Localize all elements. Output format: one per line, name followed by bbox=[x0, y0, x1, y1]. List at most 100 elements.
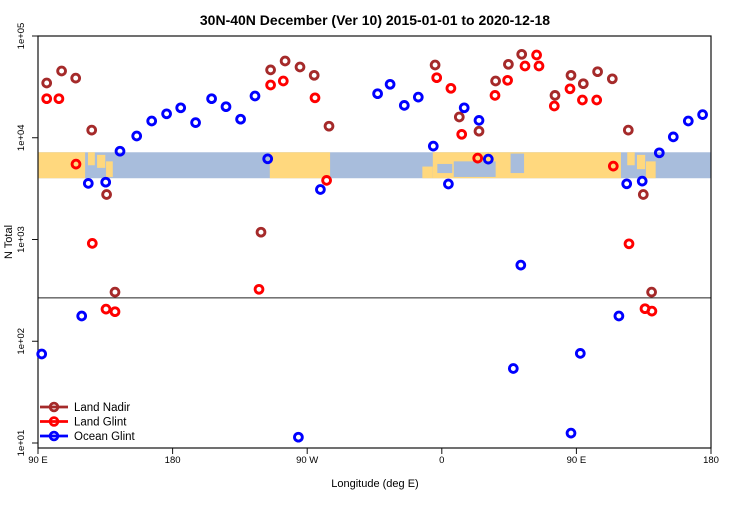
data-point-land-glint bbox=[109, 306, 121, 318]
data-point-land-glint bbox=[623, 238, 635, 250]
data-point-land-nadir bbox=[323, 120, 335, 132]
y-tick-label: 1e+05 bbox=[16, 23, 27, 50]
data-point-land-glint bbox=[277, 75, 289, 87]
data-point-ocean-glint bbox=[636, 175, 648, 187]
data-point-land-glint bbox=[86, 238, 98, 249]
data-point-land-glint bbox=[445, 82, 457, 94]
data-point-land-glint bbox=[472, 152, 484, 164]
data-point-ocean-glint bbox=[667, 131, 679, 143]
map-strip-land bbox=[645, 161, 656, 179]
data-point-ocean-glint bbox=[412, 91, 424, 103]
map-strip-land bbox=[422, 166, 433, 179]
map-strip-land bbox=[106, 161, 113, 177]
data-point-land-nadir bbox=[56, 65, 67, 77]
data-point-ocean-glint bbox=[682, 115, 694, 127]
data-point-ocean-glint bbox=[565, 427, 577, 439]
data-point-ocean-glint bbox=[82, 178, 94, 189]
data-point-land-glint bbox=[100, 303, 112, 315]
data-point-ocean-glint bbox=[473, 115, 485, 126]
data-point-ocean-glint bbox=[76, 310, 88, 322]
data-point-ocean-glint bbox=[443, 178, 454, 190]
x-tick-label: 180 bbox=[165, 455, 181, 466]
y-tick-label: 1e+03 bbox=[16, 226, 27, 253]
data-point-land-nadir bbox=[279, 55, 291, 67]
data-point-ocean-glint bbox=[482, 153, 494, 165]
data-point-land-nadir bbox=[294, 61, 306, 73]
x-tick-label: 0 bbox=[439, 455, 444, 466]
data-point-ocean-glint bbox=[507, 363, 519, 374]
data-point-land-glint bbox=[548, 100, 560, 112]
x-tick-label: 180 bbox=[703, 455, 719, 466]
data-point-land-glint bbox=[531, 49, 542, 61]
data-point-land-nadir bbox=[490, 75, 501, 87]
data-point-land-glint bbox=[533, 60, 545, 72]
data-point-ocean-glint bbox=[653, 147, 665, 159]
map-strip-land bbox=[87, 152, 95, 166]
data-point-ocean-glint bbox=[175, 102, 187, 114]
map-strip-sea-patch bbox=[453, 161, 496, 177]
x-tick-label: 90 E bbox=[567, 455, 587, 466]
data-point-ocean-glint bbox=[372, 88, 383, 100]
data-point-land-glint bbox=[489, 90, 501, 101]
data-point-land-glint bbox=[53, 93, 65, 105]
data-point-land-glint bbox=[607, 160, 619, 172]
data-point-land-nadir bbox=[429, 59, 441, 71]
data-point-land-glint bbox=[41, 93, 53, 105]
legend-label-1: Land Nadir bbox=[74, 402, 130, 414]
data-point-land-glint bbox=[321, 175, 332, 186]
legend-label-3: Ocean Glint bbox=[74, 431, 136, 443]
y-tick-label: 1e+01 bbox=[16, 430, 27, 457]
data-point-land-glint bbox=[309, 92, 321, 104]
data-point-ocean-glint bbox=[100, 176, 112, 188]
data-point-land-nadir bbox=[622, 124, 634, 136]
data-point-land-glint bbox=[431, 72, 443, 84]
data-point-land-glint bbox=[519, 60, 531, 72]
data-point-land-nadir bbox=[109, 286, 121, 298]
legend-marker-1 bbox=[48, 401, 60, 413]
data-point-ocean-glint bbox=[161, 108, 172, 120]
data-point-ocean-glint bbox=[146, 115, 158, 127]
data-point-ocean-glint bbox=[315, 184, 326, 195]
map-strip-sea-patch bbox=[437, 163, 453, 174]
data-point-land-nadir bbox=[549, 90, 561, 101]
map-strip-land bbox=[636, 154, 646, 170]
data-point-land-glint bbox=[265, 79, 276, 91]
data-point-land-glint bbox=[577, 94, 588, 106]
plot-area: 90 E 180 90 W 0 90 E 180 1e+05 1e+04 1e+03 1e+02 1… bbox=[16, 23, 719, 466]
data-point-land-glint bbox=[591, 94, 603, 106]
map-strip-land bbox=[97, 154, 106, 168]
data-point-land-nadir bbox=[565, 69, 577, 81]
map-strip-land bbox=[269, 152, 331, 179]
data-point-ocean-glint bbox=[262, 153, 274, 165]
data-point-ocean-glint bbox=[293, 431, 304, 443]
map-strip-land bbox=[627, 152, 635, 166]
y-tick-label: 1e+02 bbox=[16, 328, 27, 355]
data-point-land-nadir bbox=[86, 124, 98, 136]
data-point-land-nadir bbox=[265, 64, 276, 76]
data-point-land-glint bbox=[253, 283, 265, 295]
x-axis-title: Longitude (deg E) bbox=[331, 478, 418, 490]
data-point-land-nadir bbox=[577, 78, 589, 90]
data-point-ocean-glint bbox=[131, 130, 143, 142]
data-point-ocean-glint bbox=[36, 348, 48, 360]
data-point-land-glint bbox=[70, 158, 82, 170]
data-point-land-nadir bbox=[255, 226, 267, 238]
data-point-land-nadir bbox=[473, 125, 485, 137]
legend-label-2: Land Glint bbox=[74, 417, 127, 429]
data-point-land-glint bbox=[646, 305, 658, 317]
x-tick-label: 90 E bbox=[28, 455, 48, 466]
data-point-ocean-glint bbox=[574, 348, 586, 359]
data-point-land-nadir bbox=[516, 48, 528, 60]
legend-marker-3 bbox=[48, 430, 60, 442]
data-point-ocean-glint bbox=[249, 90, 261, 102]
data-point-land-glint bbox=[502, 74, 513, 86]
data-point-land-glint bbox=[456, 128, 468, 140]
map-strip-land bbox=[38, 152, 86, 179]
data-point-ocean-glint bbox=[384, 78, 396, 90]
data-point-ocean-glint bbox=[206, 93, 217, 105]
data-point-land-nadir bbox=[453, 111, 465, 123]
data-point-land-nadir bbox=[308, 69, 320, 81]
data-point-ocean-glint bbox=[190, 117, 201, 128]
